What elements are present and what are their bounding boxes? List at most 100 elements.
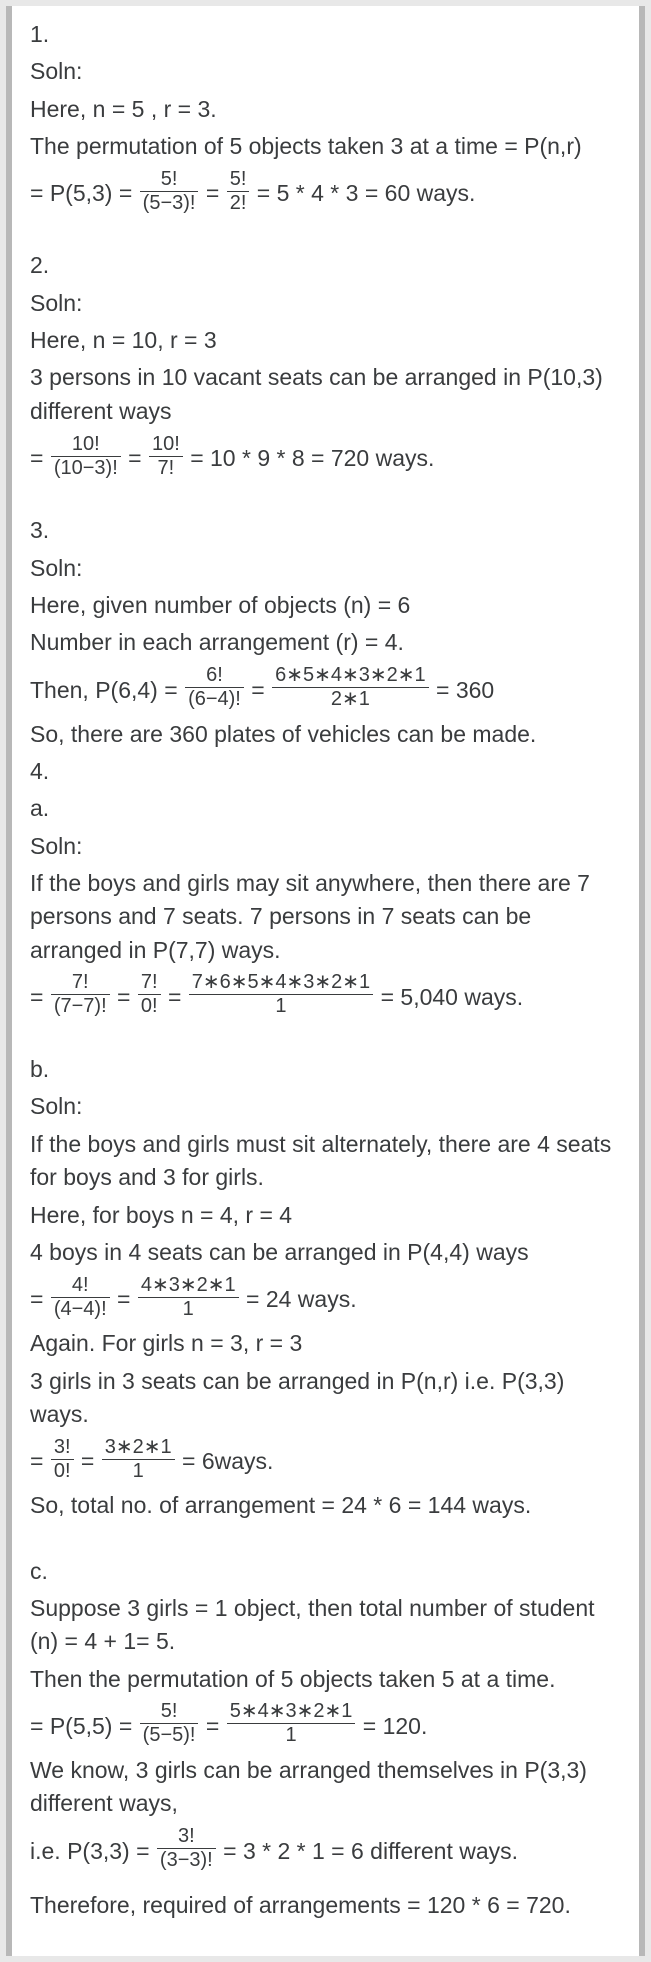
q4b-eq1-tail: = 24 ways. [246, 1286, 357, 1312]
q3-eq-tail: = 360 [436, 676, 494, 702]
q4a-fr2: 7! 0! [137, 972, 162, 1017]
q4a-fr3: 7∗6∗5∗4∗3∗2∗1 1 [188, 972, 374, 1017]
q4b-eq1-fr1: 4! (4−4)! [50, 1275, 111, 1320]
q4b-label: b. [30, 1053, 621, 1086]
q4a-fr1: 7! (7−7)! [50, 972, 111, 1017]
q2-eq-lead: = [30, 445, 50, 471]
q4a-eq-tail: = 5,040 ways. [381, 984, 524, 1010]
q3-fr2-den: 2∗1 [272, 687, 429, 710]
q4b-eq1-fr1-den: (4−4)! [51, 1297, 110, 1320]
q1-soln-label: Soln: [30, 55, 621, 88]
q4b-soln-label: Soln: [30, 1090, 621, 1123]
q3-fr1-den: (6−4)! [185, 687, 244, 710]
q4c-line1: Suppose 3 girls = 1 object, then total n… [30, 1592, 621, 1659]
q4b-eq1-fr1-num: 4! [51, 1275, 110, 1297]
q2-line2: 3 persons in 10 vacant seats can be arra… [30, 361, 621, 428]
q4b-eq1-fr2-num: 4∗3∗2∗1 [138, 1275, 239, 1297]
q4c-eq2-fr1: 3! (3−3)! [156, 1826, 217, 1871]
q4b-eq2-fr2-den: 1 [102, 1459, 175, 1482]
q4b-eq2-fr1-num: 3! [51, 1437, 74, 1459]
q4c-eq2: i.e. P(3,3) = 3! (3−3)! = 3 * 2 * 1 = 6 … [30, 1825, 621, 1875]
q3-fr1-num: 6! [185, 665, 244, 687]
q4c-eq2-tail: = 3 * 2 * 1 = 6 different ways. [223, 1838, 518, 1864]
q3-line1: Here, given number of objects (n) = 6 [30, 589, 621, 622]
q4a-fr1-num: 7! [51, 972, 110, 994]
q1-number: 1. [30, 18, 621, 51]
q4b-eq1-mid1: = [117, 1286, 137, 1312]
q4c-eq1-lead: = P(5,5) = [30, 1713, 139, 1739]
q4b-line4: Again. For girls n = 3, r = 3 [30, 1327, 621, 1360]
q4a-soln-label: Soln: [30, 830, 621, 863]
q4b-eq1-lead: = [30, 1286, 50, 1312]
q2-eq-tail: = 10 * 9 * 8 = 720 ways. [190, 445, 434, 471]
q4c-eq2-fr1-den: (3−3)! [157, 1848, 216, 1871]
q4b-eq2-fr2: 3∗2∗1 1 [101, 1437, 176, 1482]
q2-number: 2. [30, 249, 621, 282]
q4b-eq2-fr1-den: 0! [51, 1459, 74, 1482]
q2-soln-label: Soln: [30, 287, 621, 320]
q1-eq-lead: = P(5,3) = [30, 180, 139, 206]
q4c-eq1-fr2-num: 5∗4∗3∗2∗1 [227, 1701, 356, 1723]
q3-line2: Number in each arrangement (r) = 4. [30, 626, 621, 659]
q4b-eq2-mid1: = [81, 1448, 101, 1474]
q4a-label: a. [30, 792, 621, 825]
q4b-line6: So, total no. of arrangement = 24 * 6 = … [30, 1489, 621, 1522]
q4c-eq1-mid1: = [206, 1713, 226, 1739]
q4a-eq: = 7! (7−7)! = 7! 0! = 7∗6∗5∗4∗3∗2∗1 1 = … [30, 971, 621, 1021]
q4c-eq1-fr2-den: 1 [227, 1723, 356, 1746]
q1-line2: The permutation of 5 objects taken 3 at … [30, 130, 621, 163]
q4-number: 4. [30, 755, 621, 788]
q2-eq-mid1: = [128, 445, 148, 471]
q4a-eq-lead: = [30, 984, 50, 1010]
q2-fr1-num: 10! [51, 434, 121, 456]
q4c-label: c. [30, 1555, 621, 1588]
q2-fr1: 10! (10−3)! [50, 434, 122, 479]
q4b-eq2: = 3! 0! = 3∗2∗1 1 = 6ways. [30, 1435, 621, 1485]
q3-fr2-num: 6∗5∗4∗3∗2∗1 [272, 665, 429, 687]
q4c-eq2-lead: i.e. P(3,3) = [30, 1838, 156, 1864]
q4a-fr3-num: 7∗6∗5∗4∗3∗2∗1 [189, 972, 373, 994]
q2-fr1-den: (10−3)! [51, 456, 121, 479]
q4c-eq1-fr1-num: 5! [140, 1701, 199, 1723]
q3-soln-label: Soln: [30, 552, 621, 585]
q4c-eq2-fr1-num: 3! [157, 1826, 216, 1848]
q4c-eq1-fr1-den: (5−5)! [140, 1723, 199, 1746]
q4c-eq1-fr1: 5! (5−5)! [139, 1701, 200, 1746]
q4a-fr3-den: 1 [189, 994, 373, 1017]
q1-fr1-den: (5−3)! [140, 191, 199, 214]
q4a-eq-mid1: = [117, 984, 137, 1010]
q3-line3: So, there are 360 plates of vehicles can… [30, 718, 621, 751]
q1-fr2-den: 2! [227, 191, 250, 214]
q2-fr2-num: 10! [149, 434, 183, 456]
outer-frame: 1. Soln: Here, n = 5 , r = 3. The permut… [0, 0, 651, 1962]
q1-fr1: 5! (5−3)! [139, 169, 200, 214]
q3-eq: Then, P(6,4) = 6! (6−4)! = 6∗5∗4∗3∗2∗1 2… [30, 664, 621, 714]
q4c-line4: Therefore, required of arrangements = 12… [30, 1889, 621, 1922]
q4a-line1: If the boys and girls may sit anywhere, … [30, 867, 621, 967]
q1-fr2-num: 5! [227, 169, 250, 191]
q4c-eq1-fr2: 5∗4∗3∗2∗1 1 [226, 1701, 357, 1746]
q3-number: 3. [30, 514, 621, 547]
q4b-eq2-lead: = [30, 1448, 50, 1474]
q1-fr1-num: 5! [140, 169, 199, 191]
page: 1. Soln: Here, n = 5 , r = 3. The permut… [6, 6, 645, 1956]
q4b-eq1-fr2: 4∗3∗2∗1 1 [137, 1275, 240, 1320]
q3-fr2: 6∗5∗4∗3∗2∗1 2∗1 [271, 665, 430, 710]
q1-eq: = P(5,3) = 5! (5−3)! = 5! 2! = 5 * 4 * 3… [30, 167, 621, 217]
q2-line1: Here, n = 10, r = 3 [30, 324, 621, 357]
q2-eq: = 10! (10−3)! = 10! 7! = 10 * 9 * 8 = 72… [30, 432, 621, 482]
q1-fr2: 5! 2! [226, 169, 251, 214]
q4a-fr2-den: 0! [138, 994, 161, 1017]
q4c-line2: Then the permutation of 5 objects taken … [30, 1663, 621, 1696]
q4b-line2: Here, for boys n = 4, r = 4 [30, 1199, 621, 1232]
q1-eq-mid1: = [206, 180, 226, 206]
q3-fr1: 6! (6−4)! [184, 665, 245, 710]
q4a-fr1-den: (7−7)! [51, 994, 110, 1017]
q4b-eq2-fr1: 3! 0! [50, 1437, 75, 1482]
q4c-eq1-tail: = 120. [363, 1713, 428, 1739]
q2-fr2: 10! 7! [148, 434, 184, 479]
q4b-line5: 3 girls in 3 seats can be arranged in P(… [30, 1365, 621, 1432]
q2-fr2-den: 7! [149, 456, 183, 479]
q4b-line3: 4 boys in 4 seats can be arranged in P(4… [30, 1236, 621, 1269]
q4b-eq1-fr2-den: 1 [138, 1297, 239, 1320]
